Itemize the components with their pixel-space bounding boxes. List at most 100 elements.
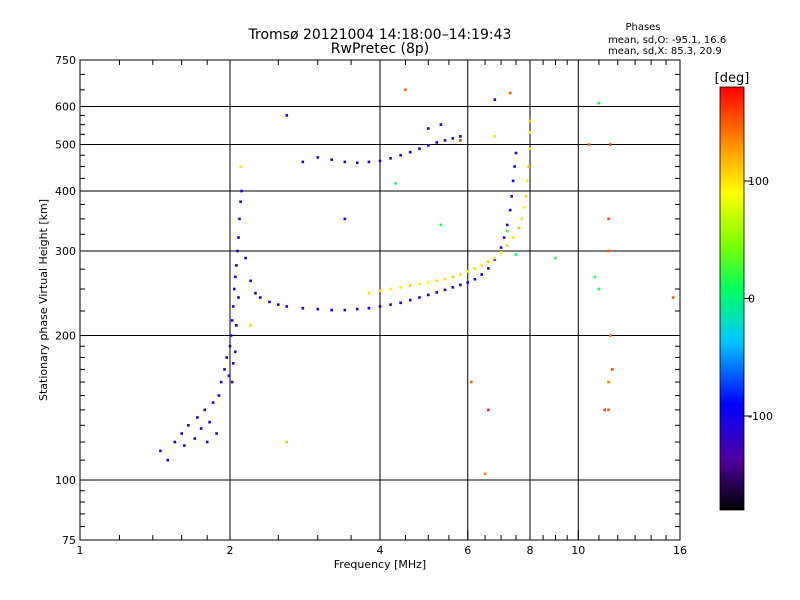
data-point	[493, 258, 497, 261]
grid-lines	[80, 60, 680, 540]
data-point	[330, 308, 334, 312]
data-point	[459, 283, 462, 287]
colorbar-tick-label: 100	[748, 175, 769, 188]
data-point	[235, 324, 238, 327]
data-point	[408, 298, 412, 302]
data-point	[378, 289, 382, 292]
data-point	[268, 300, 271, 304]
data-point	[367, 306, 371, 310]
data-point	[671, 296, 675, 299]
data-point	[199, 427, 203, 430]
data-point	[399, 153, 402, 157]
data-point	[607, 380, 610, 384]
x-tick-label: 8	[527, 544, 534, 557]
data-points	[159, 88, 675, 476]
data-point	[227, 374, 231, 377]
colorbar-tick-label: 0	[748, 293, 755, 306]
data-point	[473, 267, 477, 270]
data-point	[301, 160, 305, 164]
data-point	[399, 301, 402, 305]
y-tick-label: 200	[55, 330, 76, 343]
data-point	[473, 277, 477, 281]
data-point	[389, 157, 392, 160]
data-point	[513, 165, 516, 168]
phases-mean-x: mean, sd,X: 85.3, 20.9	[608, 46, 722, 57]
y-axis-label: Stationary phase Virtual Height [km]	[37, 199, 50, 401]
data-point	[418, 147, 421, 151]
data-point	[389, 287, 392, 291]
data-point	[435, 279, 439, 283]
phases-mean-o: mean, sd,O: -95.1, 16.6	[608, 35, 726, 46]
data-point	[235, 264, 238, 267]
data-point	[439, 223, 443, 227]
data-point	[517, 226, 521, 230]
chart-title: Tromsø 20121004 14:18:00–14:19:43	[248, 27, 512, 43]
data-point	[514, 253, 518, 256]
data-point	[234, 350, 237, 354]
data-point	[493, 98, 497, 101]
data-point	[399, 286, 402, 289]
data-point	[234, 275, 237, 279]
data-point	[607, 217, 610, 221]
data-point	[367, 160, 371, 164]
data-point	[219, 380, 223, 384]
data-point	[508, 208, 512, 212]
data-point	[231, 305, 235, 308]
data-point	[285, 440, 289, 444]
data-point	[493, 256, 497, 260]
data-point	[607, 408, 610, 412]
data-point	[237, 236, 240, 239]
data-point	[193, 437, 197, 440]
data-point	[426, 281, 430, 284]
data-point	[426, 144, 430, 147]
data-point	[426, 293, 430, 297]
data-point	[355, 307, 359, 311]
data-point	[173, 440, 177, 444]
data-point	[587, 143, 591, 146]
data-point	[443, 139, 447, 142]
x-axis-ticks: 1 2 4 6 8 10 16	[77, 530, 687, 557]
data-point	[520, 217, 524, 221]
data-point	[502, 236, 506, 239]
data-point	[525, 179, 529, 183]
data-point	[254, 291, 257, 295]
y-tick-label: 300	[55, 245, 76, 258]
data-point	[404, 88, 407, 92]
data-point	[480, 264, 484, 267]
data-point	[249, 324, 252, 327]
data-point	[505, 223, 509, 227]
x-tick-label: 16	[673, 544, 687, 557]
data-point	[514, 151, 518, 155]
data-point	[228, 344, 232, 348]
data-point	[480, 273, 484, 276]
data-point	[487, 260, 490, 264]
x-tick-label: 2	[227, 544, 234, 557]
data-point	[459, 139, 462, 142]
data-point	[528, 119, 532, 123]
y-axis-ticks: 75 100 200 300 400 500 600 750	[55, 54, 90, 547]
data-point	[237, 296, 240, 299]
data-point	[343, 308, 347, 312]
data-point	[610, 368, 614, 371]
data-point	[483, 472, 487, 476]
data-point	[217, 394, 221, 397]
data-point	[187, 424, 190, 427]
colorbar-tick-label: -100	[748, 410, 773, 423]
data-point	[285, 305, 289, 308]
data-point	[232, 287, 236, 291]
data-point	[229, 334, 233, 337]
data-point	[230, 380, 234, 384]
data-point	[527, 165, 530, 168]
x-tick-label: 10	[571, 544, 585, 557]
data-point	[466, 281, 470, 284]
colorbar-label: [deg]	[715, 71, 750, 86]
data-point	[451, 286, 455, 289]
data-point	[258, 296, 262, 299]
data-point	[603, 408, 607, 412]
data-point	[451, 275, 455, 279]
data-point	[159, 449, 162, 453]
data-point	[505, 244, 509, 247]
data-point	[511, 179, 515, 183]
data-point	[208, 420, 211, 424]
data-point	[343, 160, 347, 164]
